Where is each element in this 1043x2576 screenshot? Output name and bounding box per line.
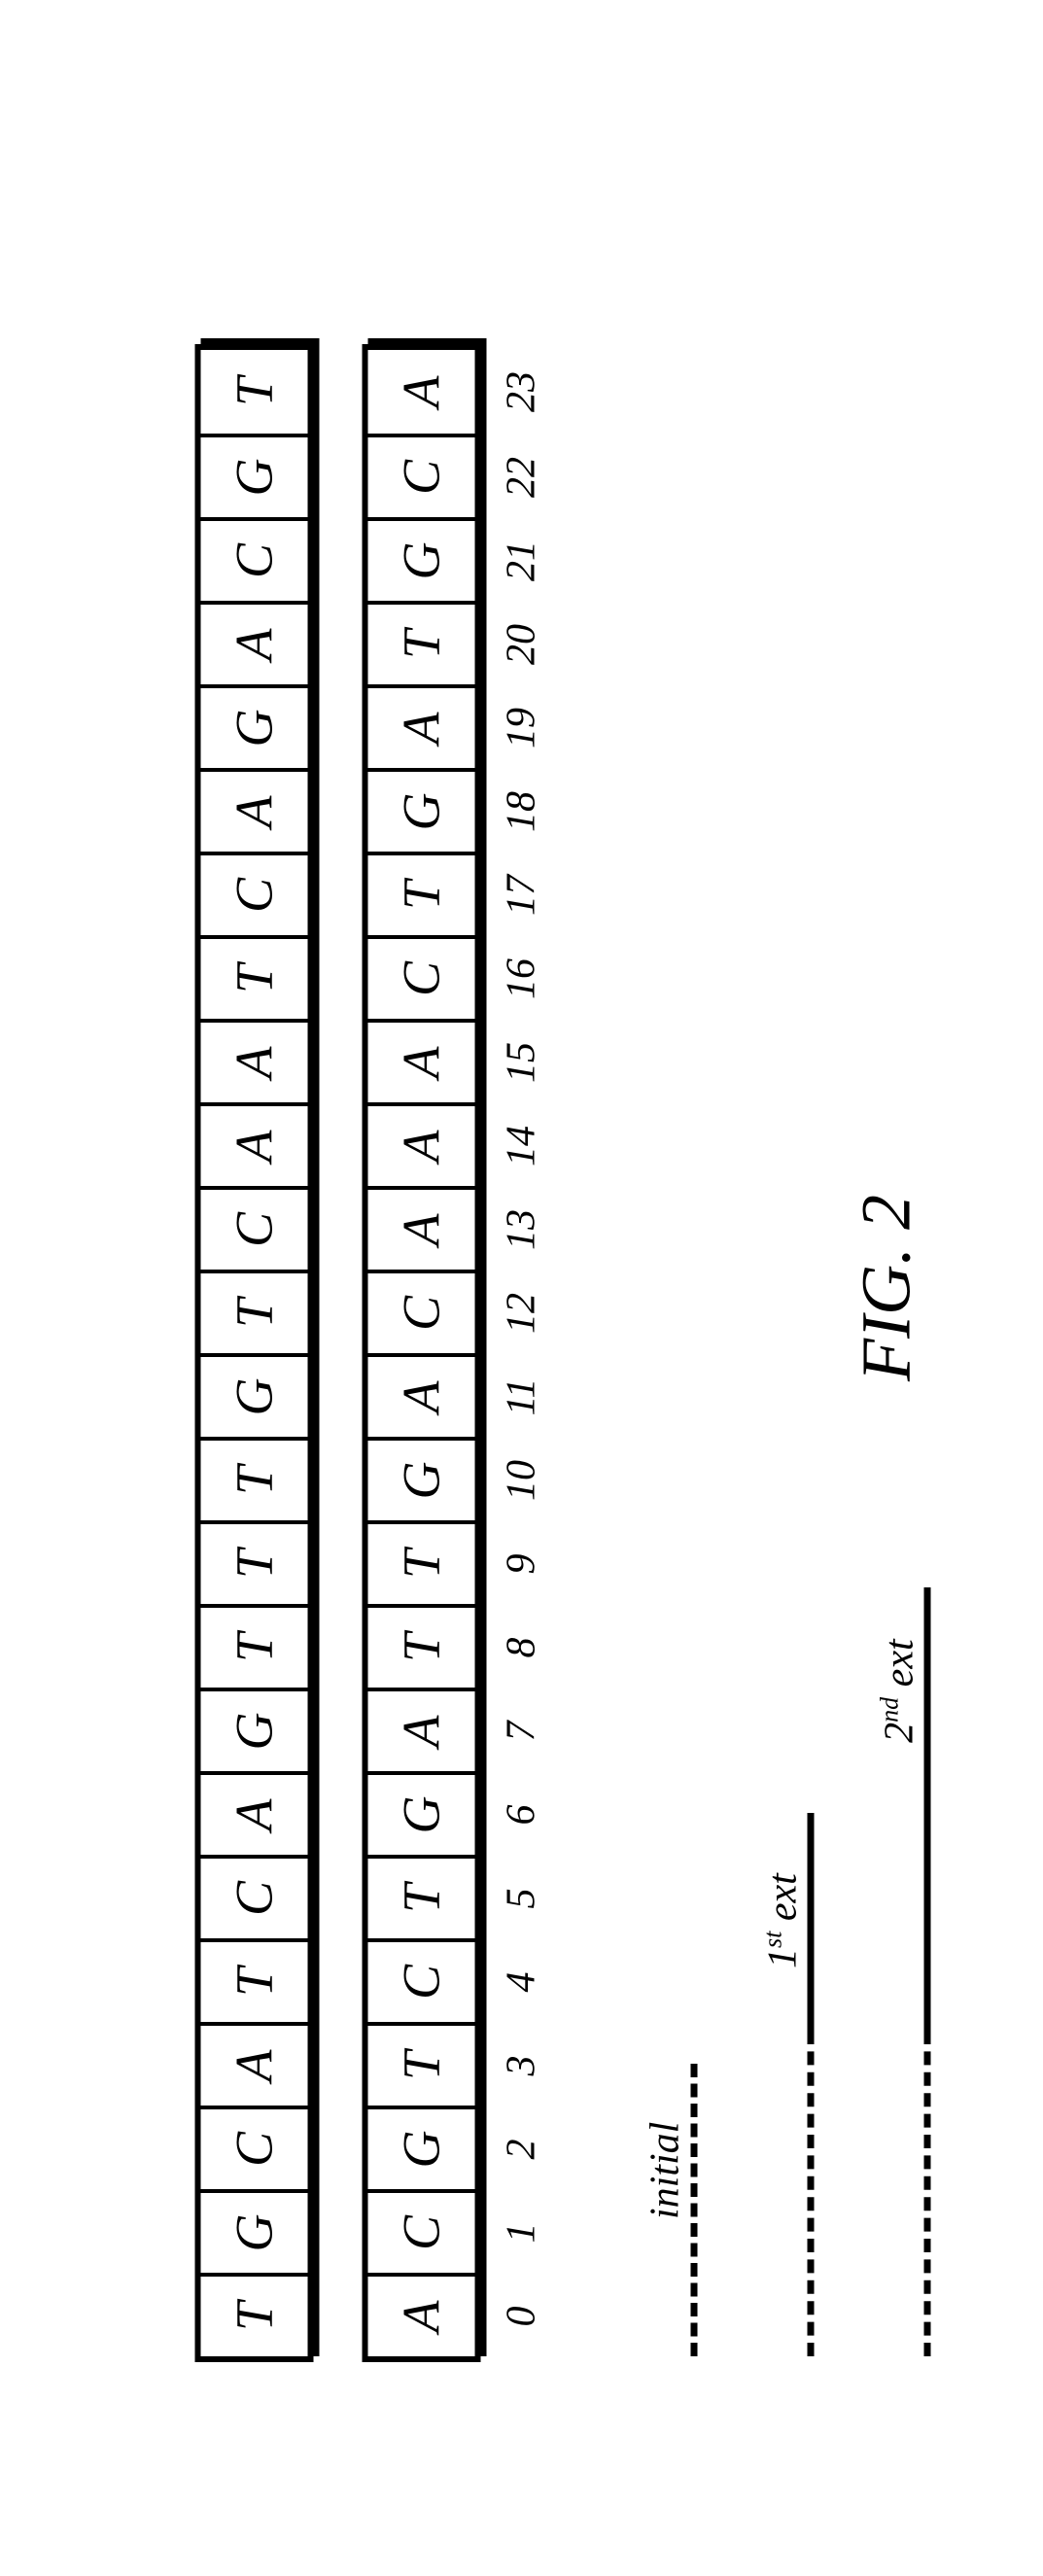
bottom-cell: T <box>367 1604 474 1688</box>
top-cell: A <box>200 601 307 684</box>
bottom-cell: A <box>367 1019 474 1102</box>
bottom-cell: G <box>367 517 474 601</box>
index-cell: 21 <box>498 517 544 601</box>
index-cell: 5 <box>498 1855 544 1938</box>
bottom-cell: A <box>367 1102 474 1186</box>
index-cell: 9 <box>498 1520 544 1604</box>
bottom-cell: C <box>367 1270 474 1353</box>
top-cell: C <box>200 1855 307 1938</box>
line-2nd-ext: 2nd ext <box>923 1587 930 2356</box>
index-cell: 3 <box>498 2022 544 2106</box>
bottom-cell: C <box>367 434 474 517</box>
bottom-cell: G <box>367 768 474 852</box>
top-cell: C <box>200 2106 307 2189</box>
bottom-cell: T <box>367 2022 474 2106</box>
index-cell: 6 <box>498 1771 544 1855</box>
index-cell: 16 <box>498 935 544 1019</box>
index-cell: 4 <box>498 1938 544 2022</box>
line-1st-ext-dash <box>807 2031 814 2356</box>
figure-label: FIG. 2 <box>846 1195 926 1381</box>
index-cell: 12 <box>498 1270 544 1353</box>
line-initial: initial <box>690 2064 697 2356</box>
line-1st-ext-solid <box>807 1813 814 2031</box>
top-cell: C <box>200 1186 307 1270</box>
top-cell: A <box>200 2022 307 2106</box>
bottom-cell: T <box>367 1520 474 1604</box>
bottom-cell: A <box>367 1688 474 1771</box>
bottom-cell: A <box>367 684 474 768</box>
line-1st-ext: 1st ext <box>807 1813 814 2356</box>
index-cell: 18 <box>498 768 544 852</box>
bottom-cell: C <box>367 1938 474 2022</box>
bottom-cell: A <box>367 1353 474 1437</box>
top-cell: T <box>200 350 307 434</box>
bottom-cell: A <box>367 2273 474 2356</box>
top-cell: T <box>200 1520 307 1604</box>
line-2nd-ext-label: 2nd ext <box>875 1639 922 1742</box>
top-cell: T <box>200 1604 307 1688</box>
line-initial-label: initial <box>642 2122 688 2219</box>
bottom-cell: T <box>367 1855 474 1938</box>
page: TGCATCAGTTTGTCAATCAGACGT ACGTCTGATTGACAA… <box>0 0 1043 2576</box>
top-cell: C <box>200 852 307 935</box>
figure-content: TGCATCAGTTTGTCAATCAGACGT ACGTCTGATTGACAA… <box>0 0 1043 2576</box>
top-cell: G <box>200 2189 307 2273</box>
top-cell: G <box>200 1353 307 1437</box>
index-cell: 14 <box>498 1102 544 1186</box>
index-row: 01234567891011121314151617181920212223 <box>498 350 544 2356</box>
top-cell: G <box>200 434 307 517</box>
line-initial-dash <box>690 2064 697 2356</box>
index-cell: 8 <box>498 1604 544 1688</box>
index-cell: 15 <box>498 1019 544 1102</box>
top-cell: T <box>200 1270 307 1353</box>
bottom-cell: T <box>367 852 474 935</box>
rotated-canvas: TGCATCAGTTTGTCAATCAGACGT ACGTCTGATTGACAA… <box>0 0 1043 2576</box>
bottom-cell: A <box>367 1186 474 1270</box>
top-cell: G <box>200 684 307 768</box>
index-cell: 0 <box>498 2273 544 2356</box>
index-cell: 20 <box>498 601 544 684</box>
index-cell: 19 <box>498 684 544 768</box>
sequence-strip-top: TGCATCAGTTTGTCAATCAGACGT <box>194 344 313 2362</box>
line-1st-ext-label: 1st ext <box>758 1873 806 1968</box>
top-cell: T <box>200 1437 307 1520</box>
bottom-cell: T <box>367 601 474 684</box>
top-cell: A <box>200 1102 307 1186</box>
extension-lines-area: initial 1st ext 2nd ext <box>583 194 1001 2362</box>
top-cell: C <box>200 517 307 601</box>
bottom-cell: C <box>367 935 474 1019</box>
sequence-strip-bottom: ACGTCTGATTGACAAACTGATGCA <box>362 344 480 2362</box>
index-cell: 23 <box>498 350 544 434</box>
bottom-cell: C <box>367 2189 474 2273</box>
top-cell: T <box>200 935 307 1019</box>
top-cell: A <box>200 1019 307 1102</box>
index-cell: 10 <box>498 1437 544 1520</box>
bottom-cell: G <box>367 2106 474 2189</box>
line-2nd-ext-dash <box>923 2031 930 2356</box>
top-cell: A <box>200 768 307 852</box>
top-cell: T <box>200 1938 307 2022</box>
index-cell: 22 <box>498 434 544 517</box>
index-cell: 7 <box>498 1688 544 1771</box>
top-cell: G <box>200 1688 307 1771</box>
bottom-cell: G <box>367 1771 474 1855</box>
line-2nd-ext-solid <box>923 1587 930 2031</box>
index-cell: 1 <box>498 2189 544 2273</box>
top-cell: A <box>200 1771 307 1855</box>
index-cell: 2 <box>498 2106 544 2189</box>
index-cell: 11 <box>498 1353 544 1437</box>
bottom-cell: G <box>367 1437 474 1520</box>
bottom-cell: A <box>367 350 474 434</box>
index-cell: 17 <box>498 852 544 935</box>
index-cell: 13 <box>498 1186 544 1270</box>
top-cell: T <box>200 2273 307 2356</box>
